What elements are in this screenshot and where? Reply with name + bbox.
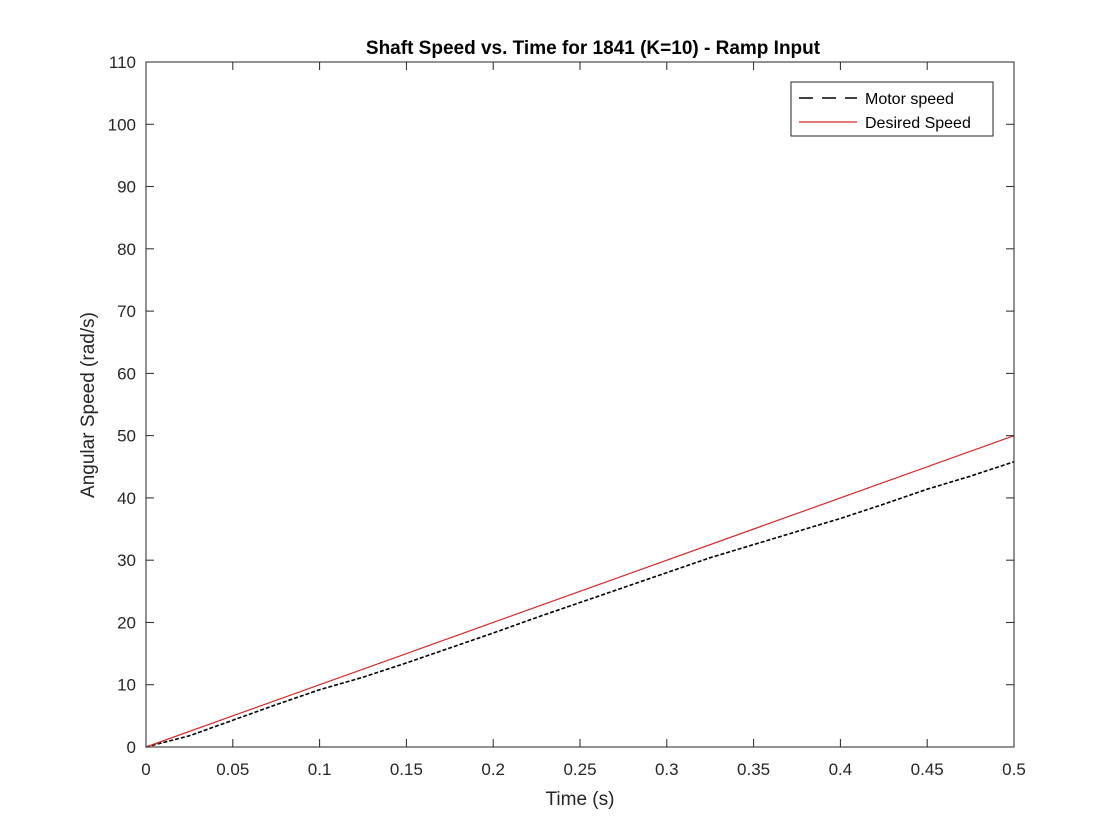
y-tick-label: 90 — [117, 178, 136, 197]
y-tick-label: 80 — [117, 240, 136, 259]
x-tick-label: 0.1 — [308, 760, 332, 779]
x-tick-label: 0.2 — [481, 760, 505, 779]
legend: Motor speed Desired Speed — [790, 81, 994, 137]
x-tick-label: 0.15 — [390, 760, 423, 779]
y-tick-label: 110 — [109, 53, 136, 72]
legend-entry-label: Motor speed — [865, 91, 954, 108]
x-tick-label: 0 — [141, 760, 150, 779]
x-tick-label: 0.25 — [563, 760, 596, 779]
y-tick-label: 60 — [117, 364, 136, 383]
y-axis-ticks: 0 10 20 30 40 50 60 70 80 90 100 110 — [108, 53, 1014, 757]
y-tick-label: 100 — [108, 115, 136, 134]
y-tick-label: 20 — [117, 613, 136, 632]
y-tick-label: 30 — [117, 551, 136, 570]
series-layer — [145, 435, 1015, 748]
series-line-motor-speed — [145, 461, 1015, 748]
y-tick-label: 0 — [127, 738, 136, 757]
x-tick-label: 0.5 — [1002, 760, 1026, 779]
y-axis-label: Angular Speed (rad/s) — [78, 312, 99, 498]
x-tick-label: 0.45 — [911, 760, 944, 779]
x-tick-label: 0.4 — [829, 760, 853, 779]
chart-title: Shaft Speed vs. Time for 1841 (K=10) - R… — [366, 38, 821, 59]
x-tick-label: 0.35 — [737, 760, 770, 779]
plot-area — [146, 62, 1014, 747]
y-tick-label: 50 — [117, 427, 136, 446]
y-tick-label: 40 — [117, 489, 136, 508]
x-tick-label: 0.3 — [655, 760, 679, 779]
x-tick-label: 0.05 — [216, 760, 249, 779]
y-tick-label: 70 — [117, 302, 136, 321]
x-axis-ticks: 0 0.05 0.1 0.15 0.2 0.25 0.3 0.35 0.4 0.45 0.5 — [141, 62, 1026, 779]
x-axis-label: Time (s) — [546, 789, 615, 810]
legend-box — [790, 81, 994, 137]
y-tick-label: 10 — [117, 676, 136, 695]
series-line-desired-speed — [145, 435, 1015, 748]
legend-entry-label: Desired Speed — [865, 115, 971, 132]
